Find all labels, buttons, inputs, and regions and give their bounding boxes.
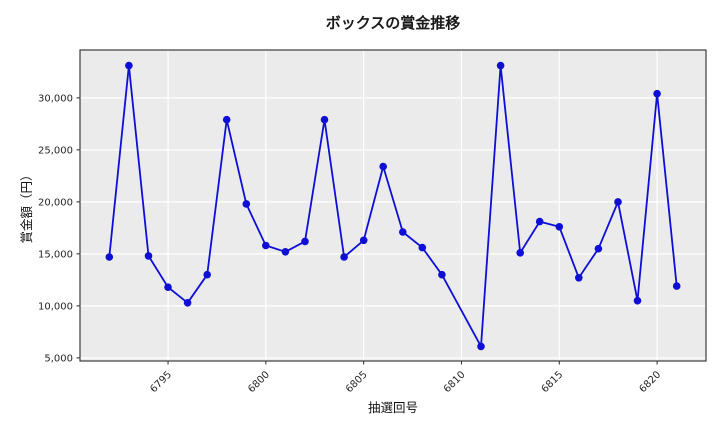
data-point: [242, 200, 251, 208]
data-point: [535, 217, 544, 226]
data-point: [594, 244, 603, 253]
data-point: [516, 249, 524, 257]
x-tick-label: 6810: [442, 369, 468, 395]
data-point: [340, 253, 348, 261]
data-point: [399, 228, 407, 236]
axes-background: [80, 50, 706, 361]
x-tick-label: 6800: [246, 369, 272, 395]
data-point: [359, 236, 368, 245]
data-point: [438, 270, 446, 279]
axes-spines: [79, 49, 707, 362]
data-point: [418, 243, 427, 252]
y-tick-label: 20,000: [38, 197, 73, 208]
data-point: [262, 241, 270, 250]
x-axis-label: 抽選回号: [367, 400, 418, 415]
data-point: [633, 296, 642, 305]
x-tick-label: 6815: [540, 369, 566, 395]
x-tick-label: 6820: [637, 369, 663, 395]
y-tick-label: 30,000: [38, 93, 73, 104]
data-point: [653, 89, 661, 98]
y-tick-label: 25,000: [38, 145, 73, 156]
x-tick-label: 6805: [344, 369, 370, 395]
y-tick-label: 5,000: [44, 353, 73, 364]
data-point: [672, 282, 681, 290]
data-point: [379, 162, 388, 171]
data-point: [555, 223, 564, 231]
data-point: [164, 283, 172, 292]
data-point: [301, 237, 309, 246]
y-tick-label: 15,000: [38, 249, 73, 260]
x-tick-label: 6795: [148, 369, 174, 395]
chart-title: ボックスの賞金推移: [325, 14, 461, 32]
data-point: [281, 248, 290, 256]
data-point: [105, 253, 114, 261]
data-point: [575, 274, 583, 282]
data-point: [222, 115, 231, 124]
data-point: [125, 61, 133, 70]
data-point: [320, 115, 329, 124]
data-point: [203, 270, 211, 279]
data-point: [144, 252, 153, 260]
data-point: [477, 342, 485, 351]
data-point: [614, 198, 622, 206]
y-tick-label: 10,000: [38, 301, 73, 312]
data-point: [183, 299, 192, 307]
data-point: [496, 61, 505, 70]
